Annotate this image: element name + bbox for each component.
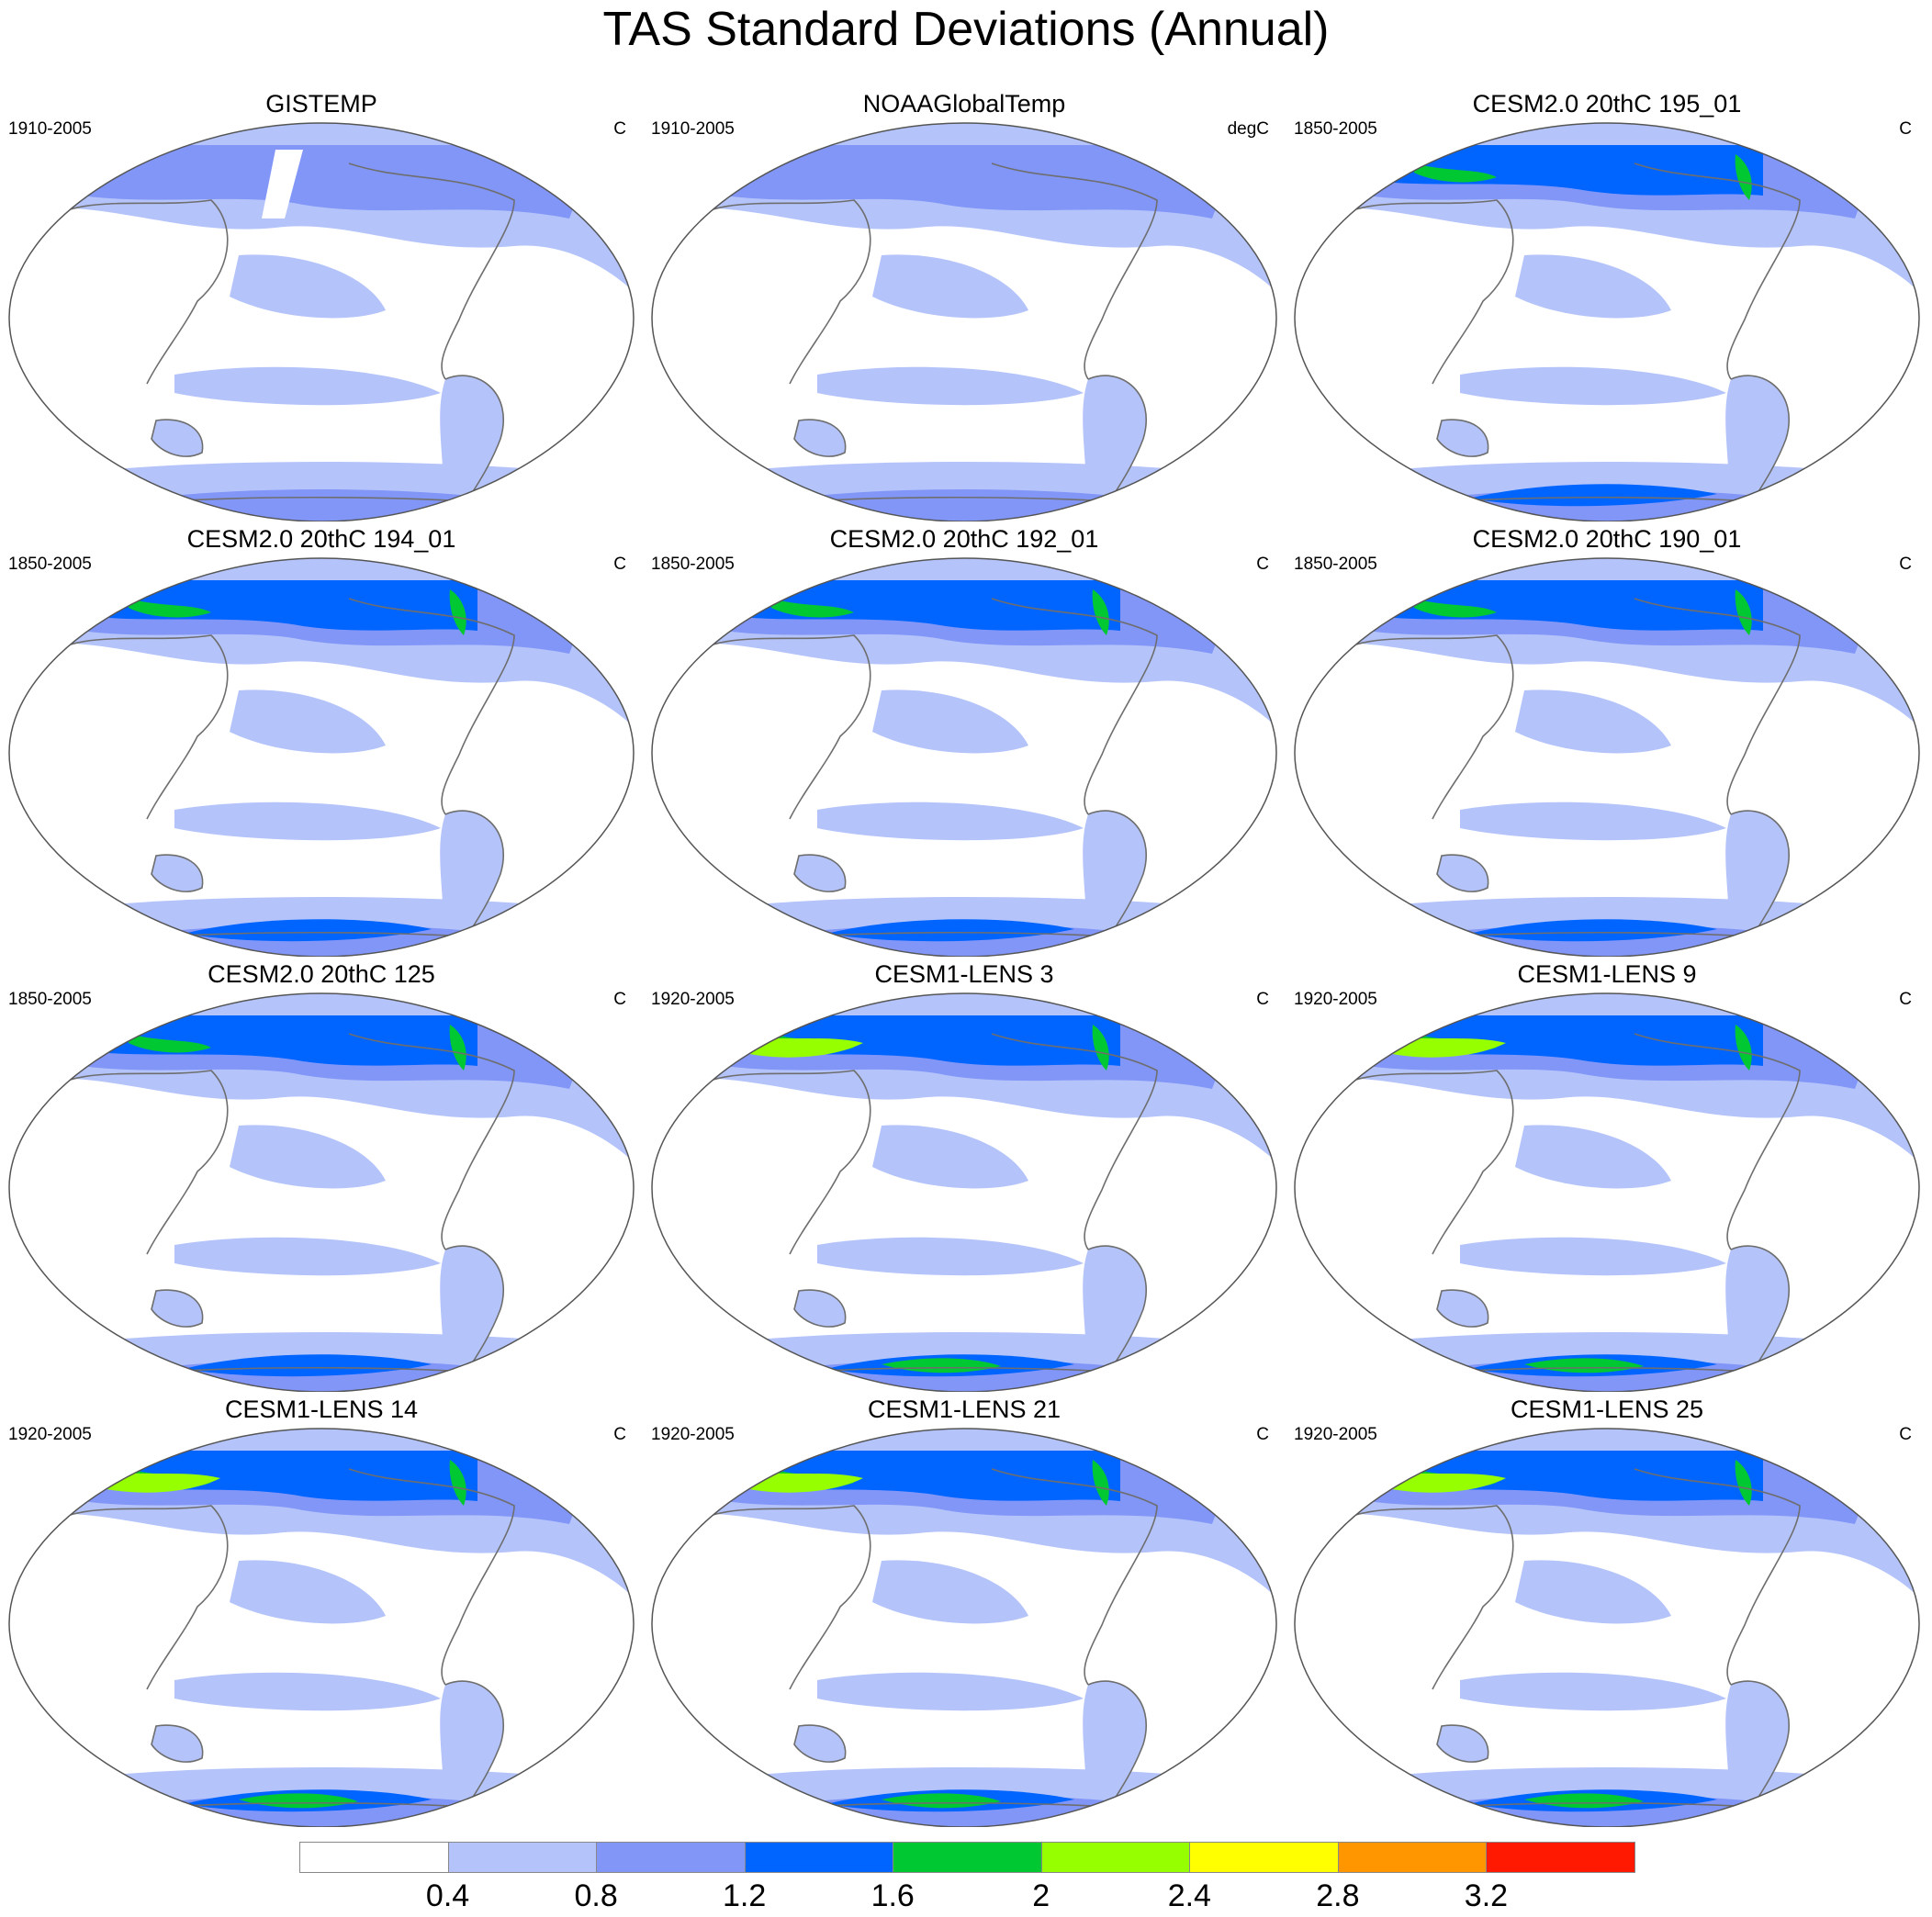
panel-units: C [613, 555, 626, 574]
map-panel: GISTEMP 1910-2005 C [0, 90, 643, 521]
panel-title: CESM1-LENS 21 [867, 1396, 1061, 1423]
panel-title: CESM1-LENS 3 [874, 960, 1054, 988]
panel-period: 1920-2005 [1294, 1425, 1377, 1444]
panel-units: C [1899, 555, 1912, 574]
colorbar-tick-label: 1.6 [871, 1878, 915, 1913]
colorbar-swatch [744, 1842, 894, 1873]
panel-title: CESM1-LENS 9 [1517, 960, 1697, 988]
map-plot [651, 992, 1277, 1392]
colorbar-tick-label: 2.4 [1167, 1878, 1211, 1913]
map-panel: CESM2.0 20thC 190_01 1850-2005 C [1286, 525, 1928, 957]
panel-period: 1920-2005 [651, 990, 735, 1009]
map-plot [1294, 122, 1920, 521]
map-plot [1294, 1428, 1920, 1827]
panel-period: 1920-2005 [1294, 990, 1377, 1009]
map-plot [8, 992, 635, 1392]
panel-title: NOAAGlobalTemp [862, 90, 1066, 118]
map-panel: NOAAGlobalTemp 1910-2005 degC [643, 90, 1286, 521]
panel-title: CESM1-LENS 25 [1510, 1396, 1704, 1423]
panel-period: 1850-2005 [8, 555, 92, 574]
colorbar-swatch [596, 1842, 746, 1873]
panel-units: C [1899, 119, 1912, 139]
panel-units: C [613, 1425, 626, 1444]
map-panel: CESM2.0 20thC 194_01 1850-2005 C [0, 525, 643, 957]
panel-period: 1850-2005 [1294, 555, 1377, 574]
colorbar-tick-label: 1.2 [723, 1878, 767, 1913]
panel-title: CESM2.0 20thC 194_01 [186, 525, 456, 553]
colorbar-swatch [1486, 1842, 1635, 1873]
map-panel: CESM2.0 20thC 192_01 1850-2005 C [643, 525, 1286, 957]
map-panel: CESM1-LENS 21 1920-2005 C [643, 1396, 1286, 1827]
map-panel: CESM1-LENS 3 1920-2005 C [643, 960, 1286, 1392]
colorbar-tick-label: 0.8 [574, 1878, 618, 1913]
colorbar [299, 1842, 1635, 1873]
panel-period: 1850-2005 [8, 990, 92, 1009]
map-plot [1294, 992, 1920, 1392]
panel-period: 1920-2005 [651, 1425, 735, 1444]
colorbar-swatch [447, 1842, 598, 1873]
map-panel: CESM1-LENS 25 1920-2005 C [1286, 1396, 1928, 1827]
map-plot [651, 557, 1277, 957]
panel-units: C [1256, 1425, 1269, 1444]
panel-period: 1910-2005 [651, 119, 735, 139]
map-plot [8, 1428, 635, 1827]
panel-title: GISTEMP [265, 90, 377, 118]
panel-title: CESM2.0 20thC 125 [208, 960, 435, 988]
map-plot [651, 122, 1277, 521]
panel-period: 1850-2005 [651, 555, 735, 574]
map-panel: CESM1-LENS 14 1920-2005 C [0, 1396, 643, 1827]
colorbar-swatch [893, 1842, 1042, 1873]
colorbar-tick-label: 3.2 [1464, 1878, 1509, 1913]
map-panel: CESM2.0 20thC 195_01 1850-2005 C [1286, 90, 1928, 521]
map-panel: CESM1-LENS 9 1920-2005 C [1286, 960, 1928, 1392]
colorbar-swatch [1189, 1842, 1339, 1873]
panel-units: C [1256, 555, 1269, 574]
map-plot [8, 557, 635, 957]
figure-title: TAS Standard Deviations (Annual) [602, 3, 1330, 56]
panel-period: 1910-2005 [8, 119, 92, 139]
panel-title: CESM1-LENS 14 [224, 1396, 419, 1423]
colorbar-tick-label: 2 [1032, 1878, 1050, 1913]
panel-units: C [1899, 1425, 1912, 1444]
map-panel: CESM2.0 20thC 125 1850-2005 C [0, 960, 643, 1392]
panel-title: CESM2.0 20thC 190_01 [1472, 525, 1742, 553]
panel-units: C [613, 119, 626, 139]
panel-period: 1920-2005 [8, 1425, 92, 1444]
panel-units: C [1899, 990, 1912, 1009]
panel-title: CESM2.0 20thC 192_01 [829, 525, 1099, 553]
colorbar-swatch [299, 1842, 449, 1873]
colorbar-tick-label: 0.4 [425, 1878, 470, 1913]
colorbar-swatch [1040, 1842, 1191, 1873]
map-plot [8, 122, 635, 521]
colorbar-swatch [1337, 1842, 1488, 1873]
panel-title: CESM2.0 20thC 195_01 [1472, 90, 1742, 118]
map-plot [1294, 557, 1920, 957]
panel-period: 1850-2005 [1294, 119, 1377, 139]
map-plot [651, 1428, 1277, 1827]
panel-units: degC [1227, 119, 1269, 139]
panel-units: C [613, 990, 626, 1009]
panel-units: C [1256, 990, 1269, 1009]
colorbar-tick-label: 2.8 [1316, 1878, 1360, 1913]
